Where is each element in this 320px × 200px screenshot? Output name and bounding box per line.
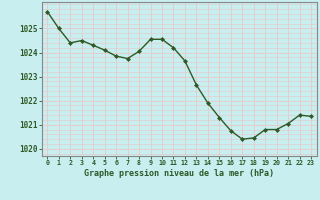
X-axis label: Graphe pression niveau de la mer (hPa): Graphe pression niveau de la mer (hPa) [84,169,274,178]
